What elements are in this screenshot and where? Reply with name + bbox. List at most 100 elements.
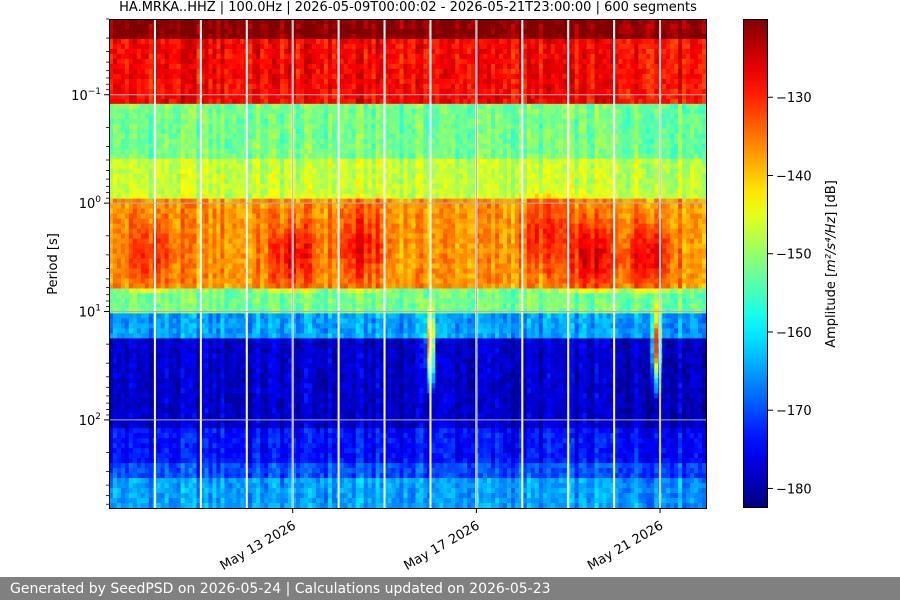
heatmap-cell — [156, 348, 162, 354]
heatmap-cell — [280, 263, 285, 270]
heatmap-cell — [240, 103, 245, 110]
heatmap-cell — [296, 68, 301, 75]
heatmap-cell — [228, 303, 233, 310]
heatmap-cell — [284, 493, 289, 499]
heatmap-cell — [288, 103, 293, 110]
heatmap-cell — [272, 283, 277, 290]
heatmap-cell — [204, 433, 210, 439]
heatmap-cell — [308, 28, 313, 35]
heatmap-cell — [288, 118, 293, 125]
heatmap-cell — [308, 323, 313, 329]
heatmap-cell — [140, 388, 146, 394]
heatmap-cell — [112, 258, 118, 265]
heatmap-cell — [268, 178, 273, 185]
heatmap-cell — [252, 238, 257, 245]
heatmap-cell — [280, 178, 285, 185]
heatmap-cell — [248, 228, 253, 235]
heatmap-cell — [168, 418, 174, 424]
heatmap-cell — [136, 138, 142, 145]
heatmap-cell — [280, 293, 285, 300]
heatmap-cell — [160, 398, 166, 404]
heatmap-cell — [252, 88, 257, 95]
heatmap-cell — [240, 228, 245, 235]
heatmap-cell — [288, 453, 293, 459]
heatmap-cell — [196, 403, 202, 409]
heatmap-cell — [140, 463, 146, 469]
heatmap-cell — [264, 268, 269, 275]
heatmap-cell — [160, 128, 166, 135]
heatmap-cell — [176, 283, 182, 290]
heatmap-cell — [232, 368, 237, 374]
heatmap-cell — [124, 28, 130, 35]
heatmap-cell — [284, 123, 289, 130]
heatmap-cell — [124, 123, 130, 130]
heatmap-cell — [196, 118, 202, 125]
heatmap-cell — [180, 303, 186, 310]
heatmap-cell — [280, 19, 285, 25]
heatmap-cell — [160, 358, 166, 364]
heatmap-cell — [168, 143, 174, 150]
heatmap-cell — [144, 383, 150, 389]
heatmap-cell — [132, 23, 138, 30]
heatmap-cell — [184, 73, 190, 80]
heatmap-cell — [300, 263, 305, 270]
heatmap-cell — [160, 78, 166, 85]
heatmap-cell — [200, 228, 206, 235]
heatmap-cell — [260, 493, 265, 499]
heatmap-cell — [272, 68, 277, 75]
heatmap-cell — [160, 323, 166, 329]
heatmap-cell — [276, 273, 281, 280]
heatmap-cell — [172, 163, 178, 170]
heatmap-cell — [144, 68, 150, 75]
heatmap-cell — [304, 488, 309, 494]
heatmap-cell — [220, 498, 226, 504]
heatmap-cell — [216, 238, 222, 245]
heatmap-cell — [188, 23, 194, 30]
heatmap-cell — [304, 118, 309, 125]
heatmap-cell — [228, 498, 233, 504]
heatmap-cell — [212, 68, 218, 75]
heatmap-cell — [184, 433, 190, 439]
heatmap-cell — [304, 358, 309, 364]
heatmap-cell — [296, 253, 301, 260]
heatmap-cell — [164, 503, 170, 509]
heatmap-cell — [124, 288, 130, 295]
heatmap-cell — [220, 413, 226, 419]
heatmap-cell — [140, 263, 146, 270]
heatmap-cell — [204, 19, 210, 25]
heatmap-cell — [288, 408, 293, 414]
heatmap-cell — [236, 148, 241, 155]
heatmap-cell — [140, 19, 146, 25]
heatmap-cell — [180, 238, 186, 245]
heatmap-cell — [260, 318, 265, 324]
heatmap-cell — [248, 383, 253, 389]
heatmap-cell — [232, 313, 237, 319]
heatmap-cell — [224, 228, 229, 235]
heatmap-cell — [300, 493, 305, 499]
heatmap-cell — [156, 98, 162, 105]
heatmap-cell — [260, 148, 265, 155]
heatmap-cell — [112, 268, 118, 275]
heatmap-cell — [196, 423, 202, 429]
heatmap-cell — [200, 323, 206, 329]
heatmap-cell — [296, 243, 301, 250]
heatmap-cell — [164, 48, 170, 55]
heatmap-cell — [204, 48, 210, 55]
heatmap-cell — [228, 113, 233, 120]
heatmap-cell — [200, 198, 206, 205]
heatmap-cell — [240, 268, 245, 275]
heatmap-cell — [264, 58, 269, 65]
heatmap-cell — [116, 493, 122, 499]
heatmap-cell — [140, 298, 146, 305]
heatmap-cell — [224, 378, 229, 384]
heatmap-cell — [128, 373, 134, 379]
heatmap-cell — [220, 438, 226, 444]
heatmap-cell — [156, 303, 162, 310]
heatmap-cell — [120, 283, 126, 290]
heatmap-cell — [140, 178, 146, 185]
heatmap-cell — [200, 118, 206, 125]
heatmap-cell — [280, 478, 285, 484]
heatmap-cell — [292, 193, 297, 200]
heatmap-cell — [300, 483, 305, 489]
heatmap-cell — [120, 203, 126, 210]
